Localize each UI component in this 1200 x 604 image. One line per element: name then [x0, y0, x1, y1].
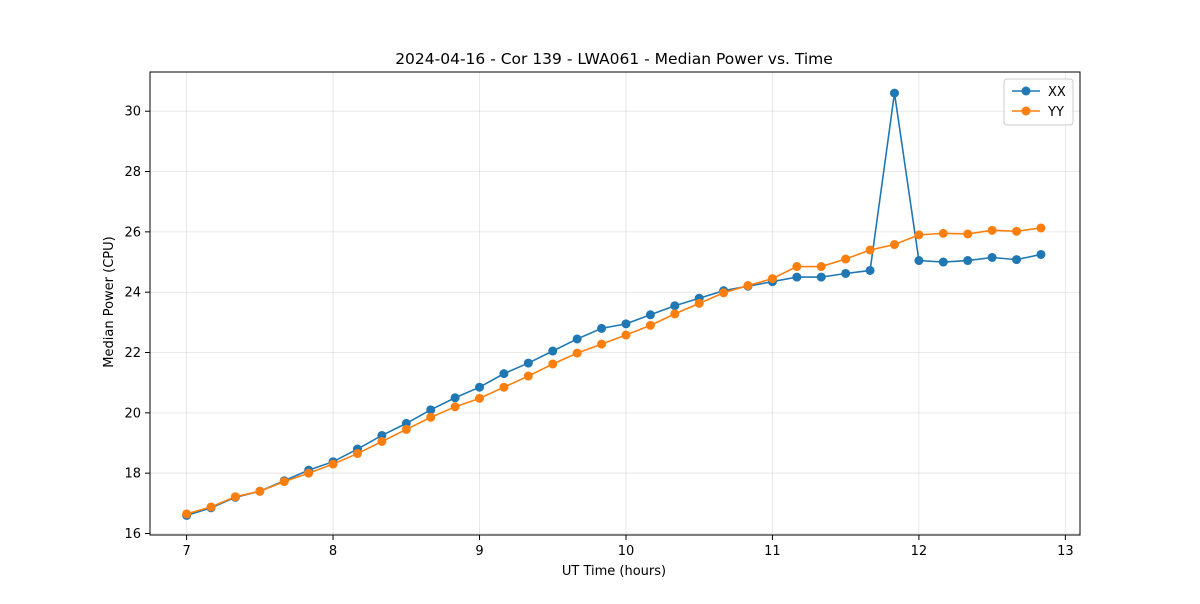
data-point [328, 459, 338, 469]
plot-area [149, 71, 1081, 536]
data-point [572, 348, 582, 358]
data-point [938, 228, 948, 238]
axis-ticks: 7 8 9 10 11 12 13 16 18 20 22 24 26 28 30 [124, 105, 1073, 559]
x-tick-label: 10 [618, 544, 635, 559]
data-point [743, 281, 753, 291]
data-point [645, 320, 655, 330]
data-point [377, 436, 387, 446]
data-point [841, 268, 851, 278]
series-layer [182, 88, 1046, 520]
y-axis-label: Median Power (CPU) [102, 236, 117, 367]
data-point [865, 245, 875, 255]
data-point [1036, 249, 1046, 259]
data-point [426, 405, 436, 415]
data-point [475, 382, 485, 392]
y-tick-label: 22 [124, 346, 141, 361]
legend-label: XX [1048, 85, 1066, 100]
data-point [938, 257, 948, 267]
y-tick-label: 24 [124, 286, 141, 301]
data-point [1012, 255, 1022, 265]
data-point [719, 288, 729, 298]
data-point [889, 240, 899, 250]
data-point [694, 298, 704, 308]
data-point [621, 319, 631, 329]
data-point [426, 412, 436, 422]
data-point [352, 449, 362, 459]
y-tick-label: 20 [124, 406, 141, 421]
data-point [914, 230, 924, 240]
data-point [523, 371, 533, 381]
y-tick-label: 16 [124, 527, 141, 542]
data-point [987, 225, 997, 235]
data-point [450, 393, 460, 403]
data-point [279, 477, 289, 487]
chart-title: 2024-04-16 - Cor 139 - LWA061 - Median P… [395, 50, 833, 68]
data-point [182, 509, 192, 519]
data-point [963, 229, 973, 239]
data-point [450, 402, 460, 412]
data-point [816, 262, 826, 272]
legend: XX YY [1003, 78, 1074, 126]
data-point [914, 256, 924, 266]
data-point [572, 334, 582, 344]
data-point [1036, 223, 1046, 233]
y-tick-label: 28 [124, 165, 141, 180]
data-point [670, 301, 680, 311]
data-point [597, 323, 607, 333]
data-point [792, 262, 802, 272]
data-point [230, 492, 240, 502]
series-line [186, 92, 1042, 517]
data-point [963, 256, 973, 266]
data-point [987, 253, 997, 263]
data-point [1012, 226, 1022, 236]
legend-label: YY [1047, 105, 1064, 120]
data-point [206, 502, 216, 512]
data-point [548, 346, 558, 356]
y-tick-label: 18 [124, 467, 141, 482]
series-yy [182, 223, 1046, 519]
data-point [597, 339, 607, 349]
x-tick-label: 7 [182, 544, 190, 559]
data-point [670, 309, 680, 319]
data-point [889, 88, 899, 98]
data-point [475, 393, 485, 403]
x-tick-label: 13 [1057, 544, 1074, 559]
x-axis-label: UT Time (hours) [562, 564, 666, 579]
grid [150, 72, 1080, 535]
x-tick-label: 11 [764, 544, 781, 559]
data-point [499, 382, 509, 392]
x-tick-label: 8 [329, 544, 337, 559]
data-point [401, 424, 411, 434]
data-point [255, 486, 265, 496]
data-point [499, 369, 509, 379]
data-point [645, 310, 655, 320]
series-line [186, 227, 1042, 515]
data-point [865, 265, 875, 275]
x-tick-label: 9 [475, 544, 483, 559]
data-point [621, 330, 631, 340]
y-tick-label: 30 [124, 105, 141, 120]
x-tick-label: 12 [911, 544, 928, 559]
data-point [767, 274, 777, 284]
data-point [548, 359, 558, 369]
data-point [816, 272, 826, 282]
legend-marker [1021, 106, 1031, 116]
data-point [841, 254, 851, 264]
series-xx [182, 88, 1046, 520]
data-point [523, 358, 533, 368]
legend-marker [1021, 86, 1031, 96]
data-point [792, 272, 802, 282]
y-tick-label: 26 [124, 225, 141, 240]
data-point [304, 468, 314, 478]
